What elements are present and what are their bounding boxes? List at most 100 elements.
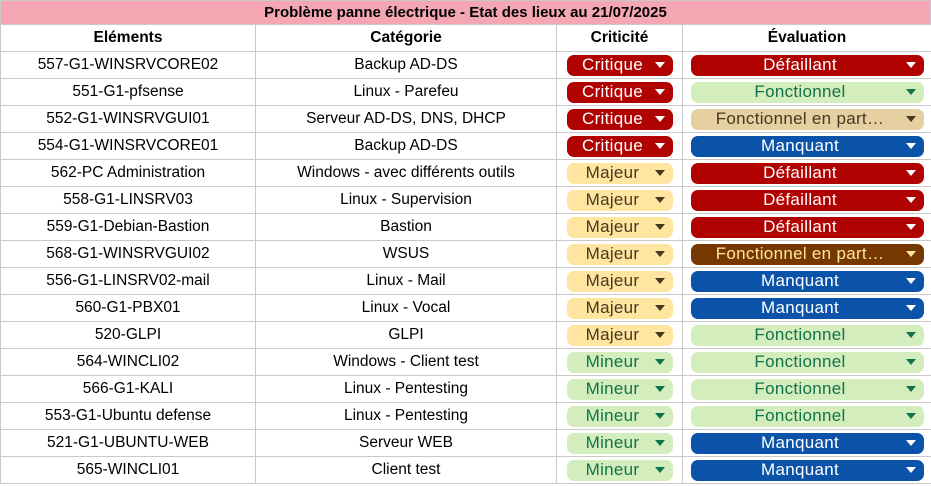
criticite-dropdown[interactable]: Critique — [566, 108, 673, 130]
evaluation-dropdown[interactable]: Manquant — [690, 135, 924, 157]
dropdown-arrow-icon[interactable] — [905, 467, 916, 473]
dropdown-arrow-icon[interactable] — [654, 116, 665, 122]
criticite-dropdown[interactable]: Mineur — [566, 432, 673, 454]
column-header-elements[interactable]: Eléments — [0, 24, 256, 52]
cell-element[interactable]: 553-G1-Ubuntu defense — [0, 402, 256, 430]
cell-element[interactable]: 560-G1-PBX01 — [0, 294, 256, 322]
column-header-evaluation[interactable]: Évaluation — [682, 24, 931, 52]
cell-categorie[interactable]: Linux - Mail — [255, 267, 557, 295]
evaluation-dropdown[interactable]: Fonctionnel en part… — [690, 108, 924, 130]
cell-element[interactable]: 551-G1-pfsense — [0, 78, 256, 106]
dropdown-arrow-icon[interactable] — [905, 359, 916, 365]
cell-categorie[interactable]: GLPI — [255, 321, 557, 349]
cell-categorie[interactable]: Backup AD-DS — [255, 51, 557, 79]
dropdown-arrow-icon[interactable] — [654, 62, 665, 68]
column-header-categorie[interactable]: Catégorie — [255, 24, 557, 52]
cell-categorie[interactable]: Backup AD-DS — [255, 132, 557, 160]
cell-element[interactable]: 521-G1-UBUNTU-WEB — [0, 429, 256, 457]
cell-element[interactable]: 558-G1-LINSRV03 — [0, 186, 256, 214]
dropdown-arrow-icon[interactable] — [654, 89, 665, 95]
evaluation-dropdown[interactable]: Manquant — [690, 432, 924, 454]
dropdown-arrow-icon[interactable] — [654, 332, 665, 338]
cell-element[interactable]: 520-GLPI — [0, 321, 256, 349]
criticite-dropdown[interactable]: Majeur — [566, 162, 673, 184]
cell-categorie[interactable]: Windows - Client test — [255, 348, 557, 376]
criticite-dropdown[interactable]: Majeur — [566, 297, 673, 319]
dropdown-arrow-icon[interactable] — [905, 332, 916, 338]
criticite-dropdown[interactable]: Majeur — [566, 270, 673, 292]
dropdown-arrow-icon[interactable] — [654, 440, 665, 446]
cell-categorie[interactable]: Bastion — [255, 213, 557, 241]
dropdown-arrow-icon[interactable] — [654, 224, 665, 230]
dropdown-arrow-icon[interactable] — [654, 413, 665, 419]
criticite-dropdown[interactable]: Majeur — [566, 216, 673, 238]
cell-element[interactable]: 557-G1-WINSRVCORE02 — [0, 51, 256, 79]
criticite-dropdown[interactable]: Critique — [566, 81, 673, 103]
dropdown-arrow-icon[interactable] — [654, 359, 665, 365]
cell-categorie[interactable]: WSUS — [255, 240, 557, 268]
dropdown-arrow-icon[interactable] — [905, 251, 916, 257]
dropdown-arrow-icon[interactable] — [905, 386, 916, 392]
dropdown-arrow-icon[interactable] — [905, 224, 916, 230]
evaluation-dropdown[interactable]: Défaillant — [690, 162, 924, 184]
criticite-dropdown[interactable]: Majeur — [566, 324, 673, 346]
dropdown-arrow-icon[interactable] — [905, 305, 916, 311]
cell-categorie[interactable]: Linux - Pentesting — [255, 375, 557, 403]
criticite-dropdown[interactable]: Mineur — [566, 351, 673, 373]
cell-element[interactable]: 565-WINCLI01 — [0, 456, 256, 484]
cell-categorie[interactable]: Windows - avec différents outils — [255, 159, 557, 187]
cell-categorie[interactable]: Serveur WEB — [255, 429, 557, 457]
evaluation-dropdown[interactable]: Défaillant — [690, 54, 924, 76]
evaluation-dropdown[interactable]: Fonctionnel en part… — [690, 243, 924, 265]
column-header-criticite[interactable]: Criticité — [556, 24, 683, 52]
dropdown-arrow-icon[interactable] — [654, 143, 665, 149]
evaluation-dropdown[interactable]: Manquant — [690, 270, 924, 292]
cell-categorie[interactable]: Serveur AD-DS, DNS, DHCP — [255, 105, 557, 133]
dropdown-arrow-icon[interactable] — [654, 197, 665, 203]
criticite-dropdown[interactable]: Critique — [566, 135, 673, 157]
evaluation-dropdown[interactable]: Défaillant — [690, 216, 924, 238]
dropdown-arrow-icon[interactable] — [905, 440, 916, 446]
dropdown-arrow-icon[interactable] — [905, 413, 916, 419]
cell-categorie[interactable]: Linux - Vocal — [255, 294, 557, 322]
dropdown-arrow-icon[interactable] — [654, 386, 665, 392]
dropdown-arrow-icon[interactable] — [905, 62, 916, 68]
dropdown-arrow-icon[interactable] — [905, 278, 916, 284]
criticite-dropdown[interactable]: Mineur — [566, 378, 673, 400]
dropdown-arrow-icon[interactable] — [905, 116, 916, 122]
cell-element[interactable]: 552-G1-WINSRVGUI01 — [0, 105, 256, 133]
evaluation-dropdown[interactable]: Fonctionnel — [690, 405, 924, 427]
evaluation-dropdown[interactable]: Fonctionnel — [690, 324, 924, 346]
cell-element[interactable]: 568-G1-WINSRVGUI02 — [0, 240, 256, 268]
dropdown-arrow-icon[interactable] — [905, 197, 916, 203]
dropdown-arrow-icon[interactable] — [654, 251, 665, 257]
evaluation-dropdown[interactable]: Manquant — [690, 459, 924, 481]
cell-element[interactable]: 562-PC Administration — [0, 159, 256, 187]
dropdown-arrow-icon[interactable] — [654, 170, 665, 176]
criticite-dropdown[interactable]: Majeur — [566, 189, 673, 211]
cell-element[interactable]: 554-G1-WINSRVCORE01 — [0, 132, 256, 160]
cell-categorie[interactable]: Client test — [255, 456, 557, 484]
evaluation-dropdown[interactable]: Fonctionnel — [690, 81, 924, 103]
evaluation-dropdown[interactable]: Fonctionnel — [690, 351, 924, 373]
dropdown-arrow-icon[interactable] — [654, 278, 665, 284]
criticite-dropdown[interactable]: Mineur — [566, 405, 673, 427]
evaluation-dropdown[interactable]: Défaillant — [690, 189, 924, 211]
criticite-dropdown[interactable]: Majeur — [566, 243, 673, 265]
dropdown-arrow-icon[interactable] — [905, 143, 916, 149]
cell-categorie[interactable]: Linux - Parefeu — [255, 78, 557, 106]
criticite-dropdown[interactable]: Critique — [566, 54, 673, 76]
dropdown-arrow-icon[interactable] — [654, 467, 665, 473]
cell-categorie[interactable]: Linux - Pentesting — [255, 402, 557, 430]
cell-element[interactable]: 556-G1-LINSRV02-mail — [0, 267, 256, 295]
cell-element[interactable]: 566-G1-KALI — [0, 375, 256, 403]
criticite-dropdown[interactable]: Mineur — [566, 459, 673, 481]
evaluation-dropdown[interactable]: Fonctionnel — [690, 378, 924, 400]
cell-element[interactable]: 564-WINCLI02 — [0, 348, 256, 376]
cell-categorie[interactable]: Linux - Supervision — [255, 186, 557, 214]
dropdown-arrow-icon[interactable] — [905, 170, 916, 176]
dropdown-arrow-icon[interactable] — [654, 305, 665, 311]
cell-element[interactable]: 559-G1-Debian-Bastion — [0, 213, 256, 241]
dropdown-arrow-icon[interactable] — [905, 89, 916, 95]
evaluation-dropdown[interactable]: Manquant — [690, 297, 924, 319]
